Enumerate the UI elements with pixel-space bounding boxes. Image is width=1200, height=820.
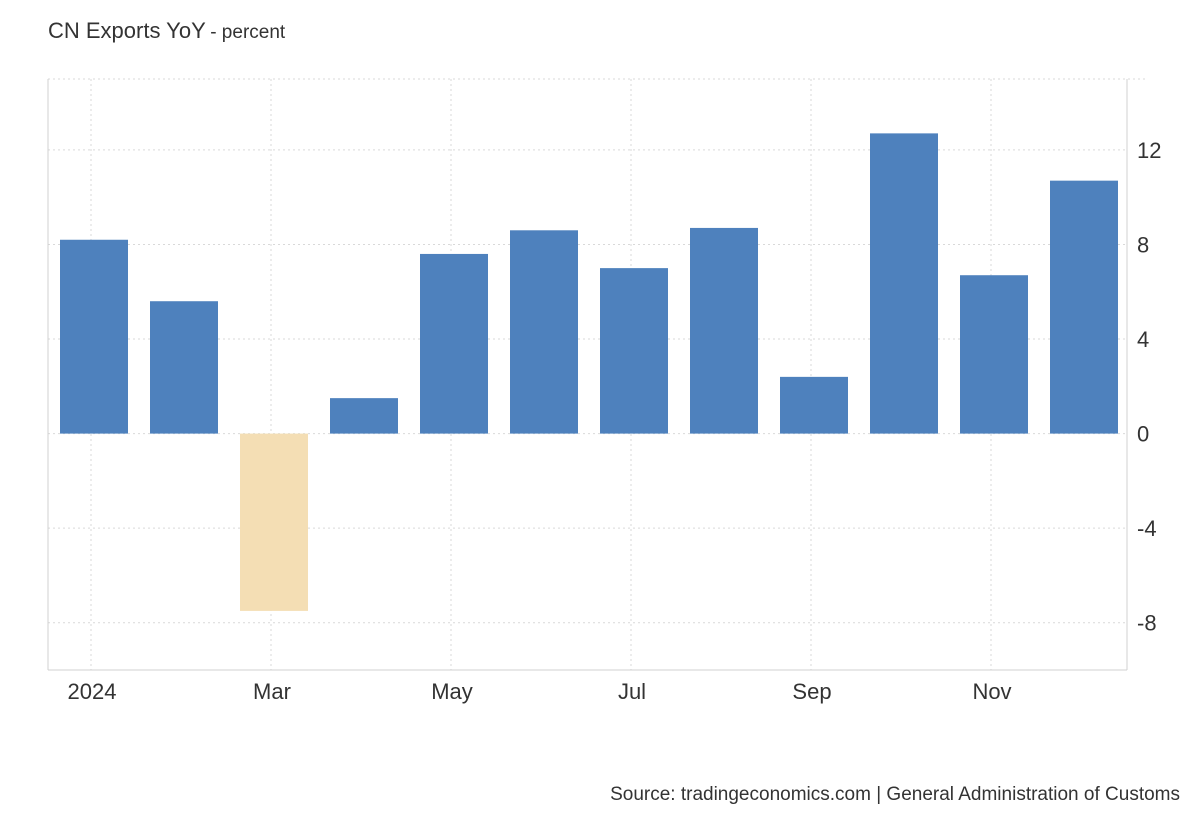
bar-mar-2024 xyxy=(240,433,308,611)
bar-jan-2024 xyxy=(60,239,128,434)
bar-dec-2024 xyxy=(1050,180,1118,434)
x-tick-label: Jul xyxy=(618,679,646,704)
bar-nov-2024 xyxy=(960,275,1028,434)
y-tick-label: 8 xyxy=(1137,232,1149,257)
y-tick-label: 4 xyxy=(1137,327,1149,352)
bar-oct-2024 xyxy=(870,133,938,434)
bar-apr-2024 xyxy=(330,398,398,434)
x-tick-label: Nov xyxy=(972,679,1011,704)
chart-title: CN Exports YoY xyxy=(48,18,206,43)
source-note: Source: tradingeconomics.com | General A… xyxy=(610,784,1180,805)
bar-feb-2024 xyxy=(150,301,218,434)
y-tick-label: -8 xyxy=(1137,611,1157,636)
x-tick-label: 2024 xyxy=(68,679,117,704)
y-tick-label: 0 xyxy=(1137,422,1149,447)
bar-jun-2024 xyxy=(510,230,578,434)
chart-subtitle: - percent xyxy=(210,22,286,43)
bar-may-2024 xyxy=(420,253,488,434)
bar-aug-2024 xyxy=(690,227,758,434)
y-tick-label: 12 xyxy=(1137,138,1161,163)
x-tick-label: Sep xyxy=(792,679,831,704)
chart-title-row: CN Exports YoY - percent xyxy=(48,18,285,44)
bar-sep-2024 xyxy=(780,376,848,434)
x-tick-label: May xyxy=(431,679,473,704)
bar-jul-2024 xyxy=(600,268,668,434)
y-tick-label: -4 xyxy=(1137,516,1157,541)
x-tick-label: Mar xyxy=(253,679,291,704)
